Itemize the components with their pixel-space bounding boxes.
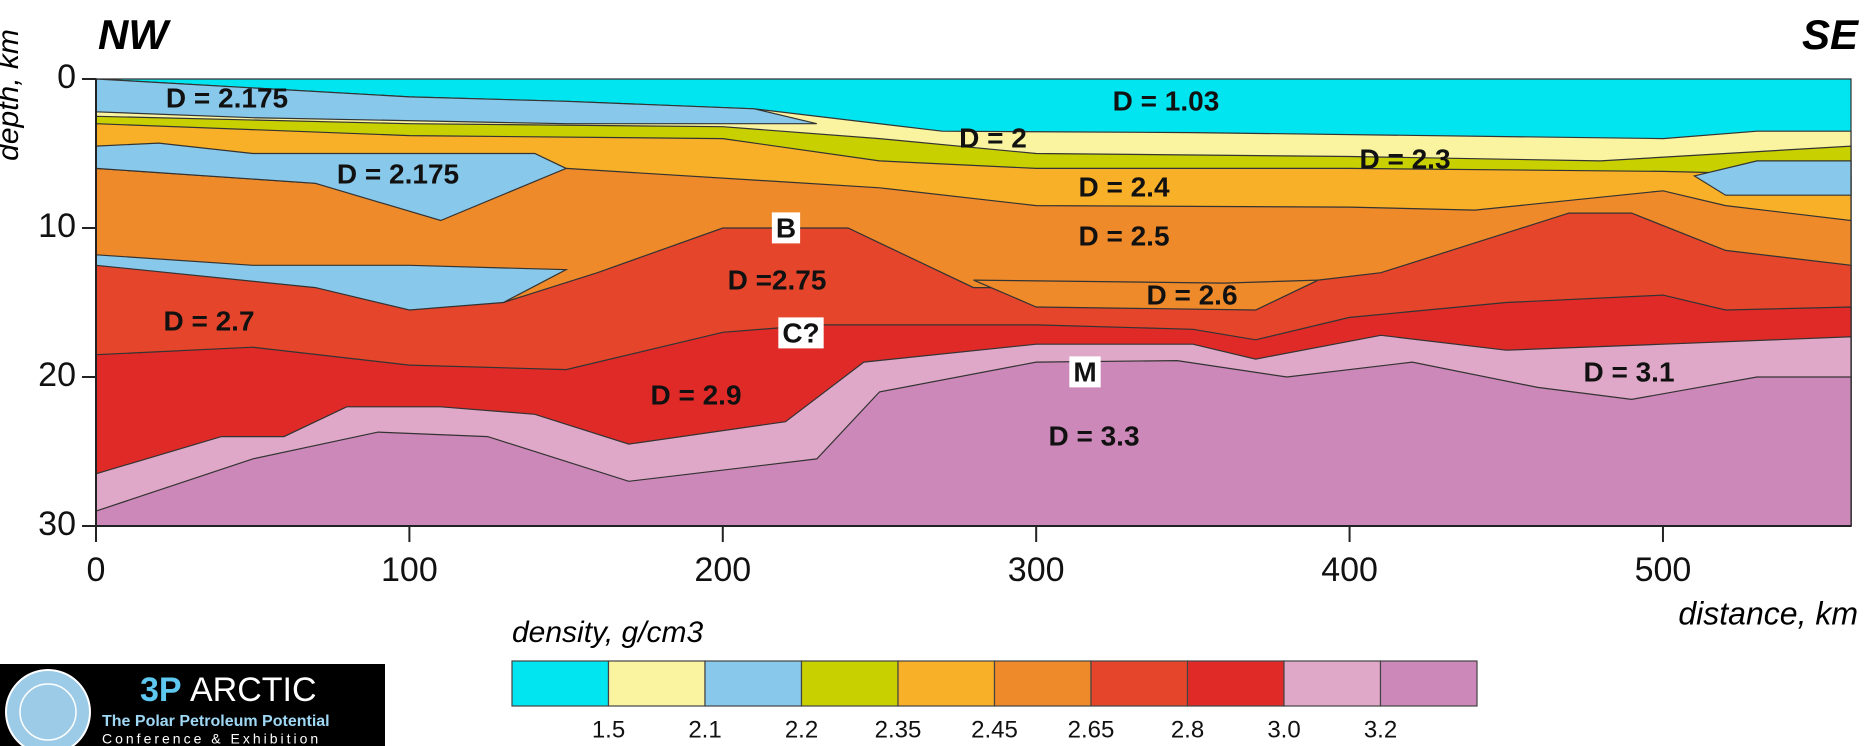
annotation: D = 2.175	[166, 82, 288, 113]
legend-swatch	[897, 660, 996, 707]
y-axis-label: depth, km	[0, 29, 25, 161]
annotation: D = 2.6	[1146, 279, 1237, 310]
legend-swatch	[1090, 660, 1189, 707]
legend-swatch	[1186, 660, 1285, 707]
density-body	[973, 279, 1319, 311]
section	[95, 78, 1852, 527]
annotation: D = 2.3	[1359, 143, 1450, 174]
annotation: D = 2.9	[650, 379, 741, 410]
legend-tick-label: 1.5	[592, 716, 625, 743]
annotation: D = 2.5	[1078, 220, 1169, 251]
logo-globe	[5, 669, 91, 746]
legend-tick-label: 2.1	[688, 716, 721, 743]
annotation: C?	[782, 317, 819, 348]
x-tick-label: 500	[1635, 551, 1692, 589]
legend-swatch	[704, 660, 803, 707]
legend-tick-label: 2.8	[1171, 716, 1204, 743]
y-tick-label: 20	[38, 356, 76, 394]
legend-swatch	[800, 660, 899, 707]
right-label: SE	[1802, 11, 1860, 58]
logo-name: ARCTIC	[190, 671, 317, 709]
logo-globe-ring	[19, 683, 77, 741]
annotation: D = 2.175	[337, 158, 459, 189]
annotation: M	[1073, 356, 1096, 387]
legend-tick-label: 3.0	[1267, 716, 1300, 743]
legend-tick-label: 2.2	[785, 716, 818, 743]
logo-line1: The Polar Petroleum Potential	[102, 713, 330, 730]
density-body	[95, 78, 817, 125]
x-axis-label: distance, km	[1678, 595, 1858, 631]
legend-title: density, g/cm3	[512, 616, 704, 649]
legend-swatch	[511, 660, 610, 707]
annotation-box	[771, 212, 801, 244]
legend-tick-label: 2.45	[971, 716, 1018, 743]
annotation: D = 2.4	[1078, 171, 1169, 202]
legend-swatch	[607, 660, 706, 707]
legend-tick-label: 3.2	[1364, 716, 1397, 743]
legend-swatch	[993, 660, 1092, 707]
x-tick-label: 400	[1321, 551, 1378, 589]
y-tick-label: 10	[38, 207, 76, 245]
x-tick-label: 100	[381, 551, 438, 589]
annotation: D =2.75	[728, 264, 827, 295]
logo: 3P ARCTIC The Polar Petroleum Potential …	[0, 664, 385, 746]
density-body	[95, 142, 568, 222]
legend-swatch	[1379, 660, 1478, 707]
x-tick-label: 200	[694, 551, 751, 589]
annotation: D = 2	[959, 122, 1027, 153]
annotation: B	[776, 212, 796, 243]
annotation: D = 3.1	[1583, 356, 1674, 387]
density-body	[95, 359, 1852, 527]
logo-line2: Conference & Exhibition	[102, 731, 321, 746]
annotation-box	[778, 317, 824, 349]
annotation: D = 2.7	[163, 305, 254, 336]
y-tick-label: 0	[57, 58, 76, 96]
logo-prefix: 3P	[140, 671, 182, 709]
annotation: D = 1.03	[1113, 85, 1220, 116]
y-tick-label: 30	[38, 505, 76, 543]
annotation-box	[1069, 356, 1101, 388]
x-tick-label: 300	[1008, 551, 1065, 589]
legend-tick-label: 2.35	[875, 716, 922, 743]
left-label: NW	[98, 11, 171, 58]
annotation: D = 3.3	[1048, 420, 1139, 451]
legend-swatch	[1283, 660, 1382, 707]
legend-tick-label: 2.65	[1068, 716, 1115, 743]
x-tick-label: 0	[87, 551, 106, 589]
density-body	[1692, 160, 1852, 196]
density-body	[95, 254, 569, 311]
